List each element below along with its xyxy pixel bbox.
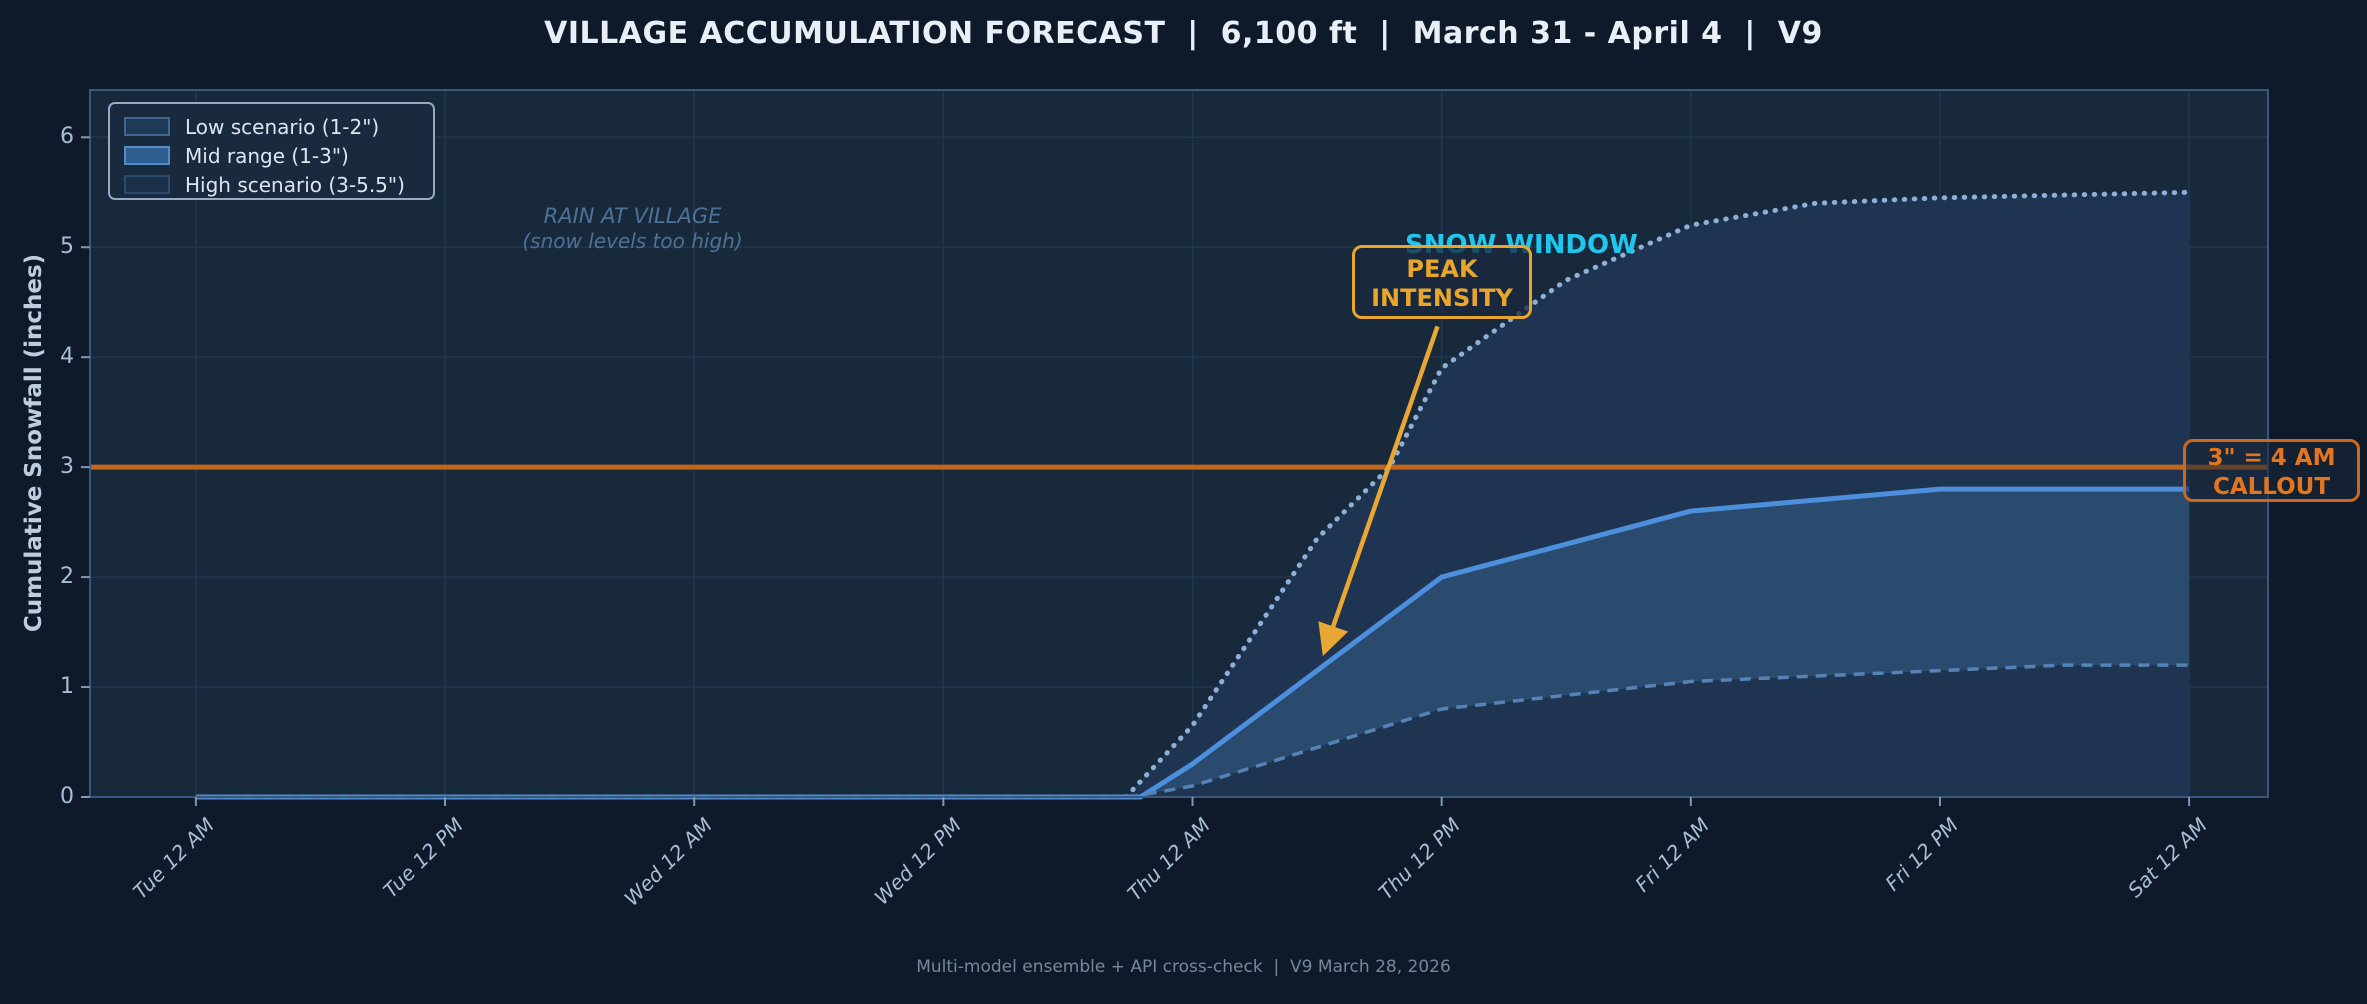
x-tick-label: Fri 12 PM [1880, 813, 1963, 896]
legend-item: High scenario (3-5.5") [124, 170, 433, 199]
threshold-callout-line1: 3" = 4 AM [2207, 445, 2336, 471]
x-tick-label: Wed 12 PM [869, 813, 967, 910]
y-tick-label: 4 [60, 344, 74, 370]
y-tick-label: 6 [60, 124, 74, 150]
rain-annotation: RAIN AT VILLAGE (snow levels too high) [440, 203, 825, 254]
y-tick-label: 3 [60, 454, 74, 480]
footer-note: Multi-model ensemble + API cross-check |… [916, 957, 1451, 977]
x-tick-label: Wed 12 AM [619, 813, 718, 911]
legend-swatch-high [124, 175, 170, 194]
peak-intensity-line1: PEAK [1406, 255, 1478, 283]
y-tick-label: 1 [60, 674, 74, 700]
legend-swatch-low [124, 117, 170, 136]
threshold-callout: 3" = 4 AM CALLOUT [2183, 439, 2360, 502]
x-tick-label: Sat 12 AM [2123, 813, 2213, 903]
legend-item: Low scenario (1-2") [124, 112, 433, 141]
scenario-band [1130, 489, 2190, 797]
x-tick-label: Thu 12 PM [1373, 813, 1465, 905]
legend-label: Low scenario (1-2") [185, 114, 380, 139]
rain-annotation-line2: (snow levels too high) [522, 229, 743, 254]
legend-item: Mid range (1-3") [124, 141, 433, 170]
legend-label: High scenario (3-5.5") [185, 172, 405, 197]
y-tick-label: 0 [60, 784, 74, 809]
x-tick-label: Thu 12 AM [1123, 813, 1216, 906]
x-tick-label: Fri 12 AM [1630, 813, 1714, 897]
chart-area [81, 89, 2269, 806]
legend-swatch-mid [124, 146, 170, 165]
x-tick-label: Tue 12 PM [378, 813, 469, 903]
series-line-dashed [195, 663, 2190, 799]
rain-annotation-line1: RAIN AT VILLAGE [543, 204, 722, 228]
threshold-callout-line2: CALLOUT [2212, 473, 2331, 500]
series-line-dotted [1123, 189, 2192, 800]
legend-label: Mid range (1-3") [185, 143, 349, 168]
plot-svg [81, 89, 2269, 806]
y-tick-label: 5 [60, 234, 74, 260]
page-title: VILLAGE ACCUMULATION FORECAST | 6,100 ft… [544, 16, 1823, 51]
y-tick-label: 2 [60, 564, 74, 590]
peak-intensity-box: PEAK INTENSITY [1352, 245, 1532, 319]
x-tick-label: Tue 12 AM [128, 813, 219, 904]
legend: Low scenario (1-2") Mid range (1-3") Hig… [108, 102, 435, 200]
peak-intensity-line2: INTENSITY [1371, 283, 1513, 312]
peak-intensity-arrow [1318, 325, 1440, 657]
